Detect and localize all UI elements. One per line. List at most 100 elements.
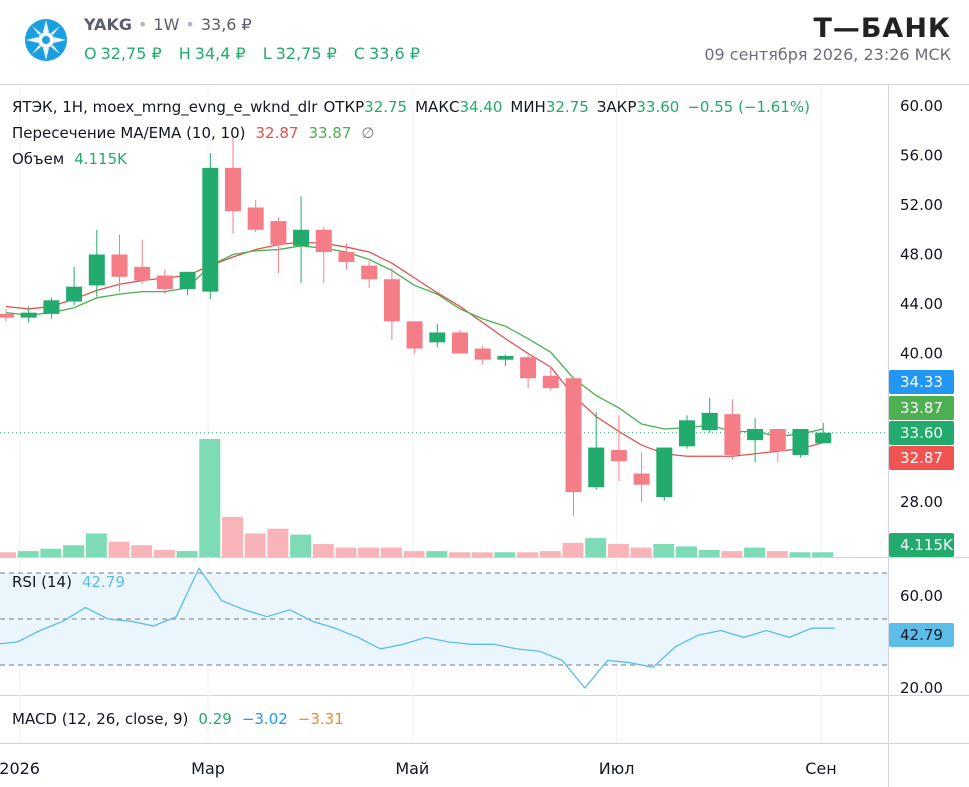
volume-bar [244, 533, 266, 557]
candle-body [633, 473, 650, 485]
candle-body [406, 321, 423, 349]
price-badge-label: 33.87 [900, 399, 943, 417]
candle-body [111, 254, 128, 277]
candle-body [315, 229, 332, 253]
ohlc-high-value: 34,4 ₽ [194, 44, 246, 63]
price-badge-bg [889, 533, 954, 557]
volume-bar [199, 439, 221, 557]
candle-body [747, 428, 764, 441]
brand-logo: Т—БАНК [813, 13, 951, 44]
volume-bar [290, 534, 312, 557]
candle-body [225, 167, 241, 212]
ohlc-close-key: C [353, 44, 366, 63]
price-badge-label: 4.115K [900, 536, 954, 554]
candle-body [588, 447, 605, 488]
candle-body [542, 375, 559, 389]
ticker-symbol[interactable]: YAKG [84, 15, 132, 34]
ohlc-line: O 32,75 ₽ H 34,4 ₽ L 32,75 ₽ C 33,6 ₽ [84, 44, 432, 63]
volume-bar [494, 552, 516, 557]
time-axis: 2026 Мар Май Июл Сен [0, 759, 837, 778]
price-badge: 32.87 [889, 446, 954, 470]
candle-body [66, 286, 83, 302]
volume-bar [267, 528, 289, 557]
time-tick-label: Май [395, 759, 429, 778]
ohlc-high-key: H [178, 44, 191, 63]
candle-body [497, 355, 514, 360]
ohlc-low-key: L [262, 44, 272, 63]
rsi-pane: 60.00 20.00 [0, 567, 943, 697]
volume-bar [335, 547, 357, 557]
candle-body [565, 378, 582, 493]
rsi-badge-label: 42.79 [900, 626, 943, 644]
candle-body [43, 300, 60, 314]
volume-bar [358, 547, 380, 557]
legend-macd: MACD (12, 26, close, 9) 0.29 −3.02 −3.31 [12, 710, 344, 728]
volume-bar [789, 552, 811, 557]
price-badge-bg [889, 396, 954, 420]
price-tick-label: 48.00 [900, 246, 943, 264]
price-tick-label: 40.00 [900, 345, 943, 363]
candle-body [769, 428, 786, 452]
interval-label[interactable]: 1W [153, 15, 180, 34]
volume-bar [0, 552, 16, 557]
volume-bar [380, 547, 402, 557]
legend-ma-cross: Пересечение MA/EMA (10, 10) 32.87 33.87 ∅ [12, 124, 374, 142]
rsi-tick-label: 60.00 [900, 587, 943, 605]
volume-bar [744, 547, 766, 557]
volume-bar [40, 548, 62, 557]
volume-bar [17, 551, 39, 557]
volume-bar [676, 546, 697, 557]
candle-body [20, 312, 37, 318]
trading-chart[interactable]: 60.00 20.00 60.00 56.00 52.00 48.00 44.00 40.0… [0, 84, 969, 787]
ohlc-open-key: O [84, 44, 97, 63]
candle-body [429, 332, 446, 343]
candle-body [383, 279, 400, 322]
candle-body [270, 221, 287, 245]
rsi-tick-label: 20.00 [900, 679, 943, 697]
candle-body [452, 332, 468, 354]
legend-volume: Объем 4.115K [12, 150, 128, 168]
volume-bar [471, 552, 493, 557]
volume-bar [607, 544, 629, 557]
volume-bar [426, 551, 448, 557]
volume-bar [812, 552, 834, 557]
ohlc-close-value: 33,6 ₽ [369, 44, 420, 63]
volume-bar [517, 552, 539, 557]
price-tick-label: 28.00 [900, 493, 943, 511]
price-badge: 34.33 [889, 370, 954, 394]
price-badge-label: 32.87 [900, 449, 943, 467]
price-badge-label: 33.60 [900, 424, 943, 442]
volume-bar [630, 547, 652, 557]
ohlc-open-value: 32,75 ₽ [100, 44, 162, 63]
candle-body [792, 428, 809, 455]
price-tick-label: 60.00 [900, 97, 943, 115]
volume-bar [85, 533, 107, 557]
rsi-line [0, 567, 835, 690]
candle-body [0, 313, 14, 318]
volume-bar [766, 551, 788, 557]
price-axis: 60.00 56.00 52.00 48.00 44.00 40.00 28.00 [900, 97, 943, 511]
candle-body [247, 207, 264, 230]
volume-bar [449, 552, 470, 557]
price-badge-label: 34.33 [900, 373, 943, 391]
candle-body [679, 420, 695, 447]
price-badge: 33.87 [889, 396, 954, 420]
volume-bar [63, 545, 85, 557]
candle-body [724, 414, 741, 455]
volume-bar [131, 545, 153, 557]
ohlc-low-value: 32,75 ₽ [275, 44, 337, 63]
time-tick-label: Мар [191, 759, 225, 778]
candle-body [815, 432, 832, 444]
last-price: 33,6 ₽ [200, 15, 252, 34]
header: YAKG • 1W • 33,6 ₽ O 32,75 ₽ H 34,4 ₽ L 32,75 ₽… [0, 0, 969, 84]
price-tick-label: 44.00 [900, 295, 943, 313]
candle-body [361, 265, 378, 280]
volume-bars [0, 439, 834, 557]
candles [0, 135, 832, 516]
ticker-line: YAKG • 1W • 33,6 ₽ [84, 15, 252, 34]
volume-bar [176, 551, 198, 557]
price-badge: 4.115K [889, 533, 954, 557]
candle-body [338, 252, 355, 262]
price-badge-bg [889, 446, 954, 470]
company-logo-icon [25, 19, 67, 61]
